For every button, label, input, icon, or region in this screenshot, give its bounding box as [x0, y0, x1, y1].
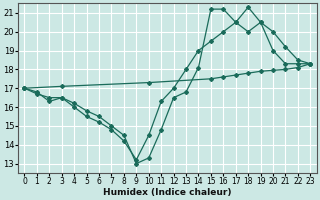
X-axis label: Humidex (Indice chaleur): Humidex (Indice chaleur)	[103, 188, 232, 197]
